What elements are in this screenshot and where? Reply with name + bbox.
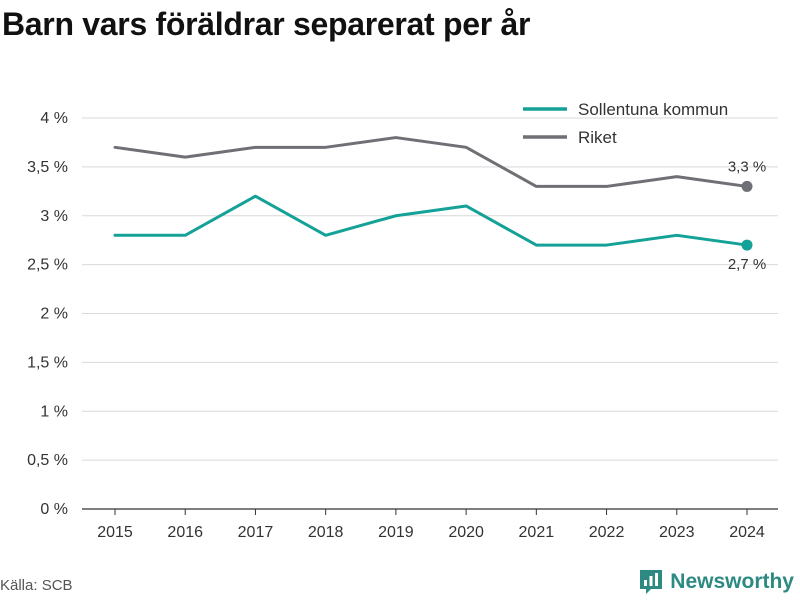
- brand-logo: Newsworthy: [638, 568, 794, 596]
- legend-label-1: Riket: [578, 128, 617, 147]
- newsworthy-logo-icon: [640, 570, 663, 594]
- y-tick-label: 0 %: [40, 501, 68, 518]
- y-tick-label: 4 %: [40, 110, 68, 127]
- x-axis-ticks: 2015 2016 2017 2018 2019 2020 2021 2022 2023 2024: [97, 509, 765, 541]
- y-tick-label: 2 %: [40, 306, 68, 323]
- x-tick-label: 2015: [97, 524, 133, 541]
- x-tick-label: 2018: [308, 524, 344, 541]
- y-tick-label: 0,5 %: [27, 452, 68, 469]
- x-tick-label: 2022: [589, 524, 625, 541]
- x-tick-label: 2021: [519, 524, 555, 541]
- y-tick-label: 2,5 %: [27, 257, 68, 274]
- gridlines: [82, 117, 778, 510]
- brand-name: Newsworthy: [670, 570, 794, 593]
- source-label: Källa: SCB: [0, 577, 73, 594]
- legend: Sollentuna kommun Riket: [523, 100, 728, 147]
- x-tick-label: 2016: [167, 524, 203, 541]
- x-tick-label: 2020: [448, 524, 484, 541]
- x-tick-label: 2017: [238, 524, 274, 541]
- series-line-1: [113, 136, 749, 188]
- x-tick-label: 2019: [378, 524, 414, 541]
- y-tick-label: 1 %: [40, 403, 68, 420]
- series-end-point-1: [741, 180, 753, 192]
- series-end-point-0: [741, 239, 753, 251]
- series-end-label-1: 3,3 %: [728, 158, 766, 175]
- legend-label-0: Sollentuna kommun: [578, 100, 728, 119]
- x-tick-label: 2023: [659, 524, 695, 541]
- series-line-0: [113, 194, 749, 247]
- y-tick-label: 3,5 %: [27, 159, 68, 176]
- y-axis-ticks: 0 % 0,5 % 1 % 1,5 % 2 % 2,5 % 3 % 3,5 % 4 %: [27, 110, 68, 518]
- chart-title: Barn vars föräldrar separerat per år: [2, 6, 531, 42]
- series-end-label-0: 2,7 %: [728, 256, 766, 273]
- y-tick-label: 1,5 %: [27, 354, 68, 371]
- y-tick-label: 3 %: [40, 208, 68, 225]
- x-tick-label: 2024: [729, 524, 765, 541]
- series-lines: 2,7 % 3,3 %: [113, 136, 766, 273]
